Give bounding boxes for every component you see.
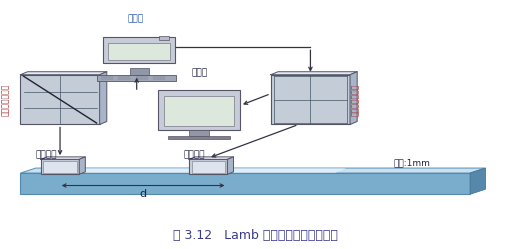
Polygon shape	[227, 157, 234, 174]
Bar	[164, 96, 235, 126]
Polygon shape	[470, 168, 485, 194]
Bar	[43, 161, 77, 173]
Text: 接收探头: 接收探头	[184, 151, 205, 160]
Polygon shape	[20, 173, 470, 194]
Polygon shape	[20, 72, 107, 75]
Bar	[189, 159, 227, 174]
Polygon shape	[43, 168, 346, 173]
Bar	[158, 90, 240, 129]
Polygon shape	[20, 168, 485, 173]
Polygon shape	[271, 72, 357, 75]
Polygon shape	[189, 157, 234, 159]
Bar	[97, 75, 176, 81]
Bar	[192, 161, 225, 173]
Text: 发射探头: 发射探头	[36, 151, 57, 160]
Text: 数据采集显示器: 数据采集显示器	[351, 83, 360, 116]
Polygon shape	[130, 68, 149, 75]
Polygon shape	[79, 157, 85, 174]
Text: 图 3.12   Lamb 波激发实验的实验配置: 图 3.12 Lamb 波激发实验的实验配置	[173, 229, 338, 242]
Bar	[271, 75, 350, 124]
Bar	[168, 136, 230, 139]
Text: 示波器: 示波器	[191, 68, 207, 77]
Text: 射频功率放大器: 射频功率放大器	[1, 83, 10, 116]
Bar	[103, 37, 175, 63]
Text: d: d	[140, 189, 147, 199]
Polygon shape	[190, 129, 209, 136]
Polygon shape	[100, 72, 107, 124]
Text: 处理机: 处理机	[127, 15, 144, 24]
Bar	[41, 159, 79, 174]
Bar	[20, 75, 100, 124]
Bar	[108, 43, 170, 60]
Polygon shape	[350, 72, 357, 124]
Bar	[159, 36, 169, 40]
Polygon shape	[41, 157, 85, 159]
Text: 铝板:1mm: 铝板:1mm	[393, 159, 430, 168]
